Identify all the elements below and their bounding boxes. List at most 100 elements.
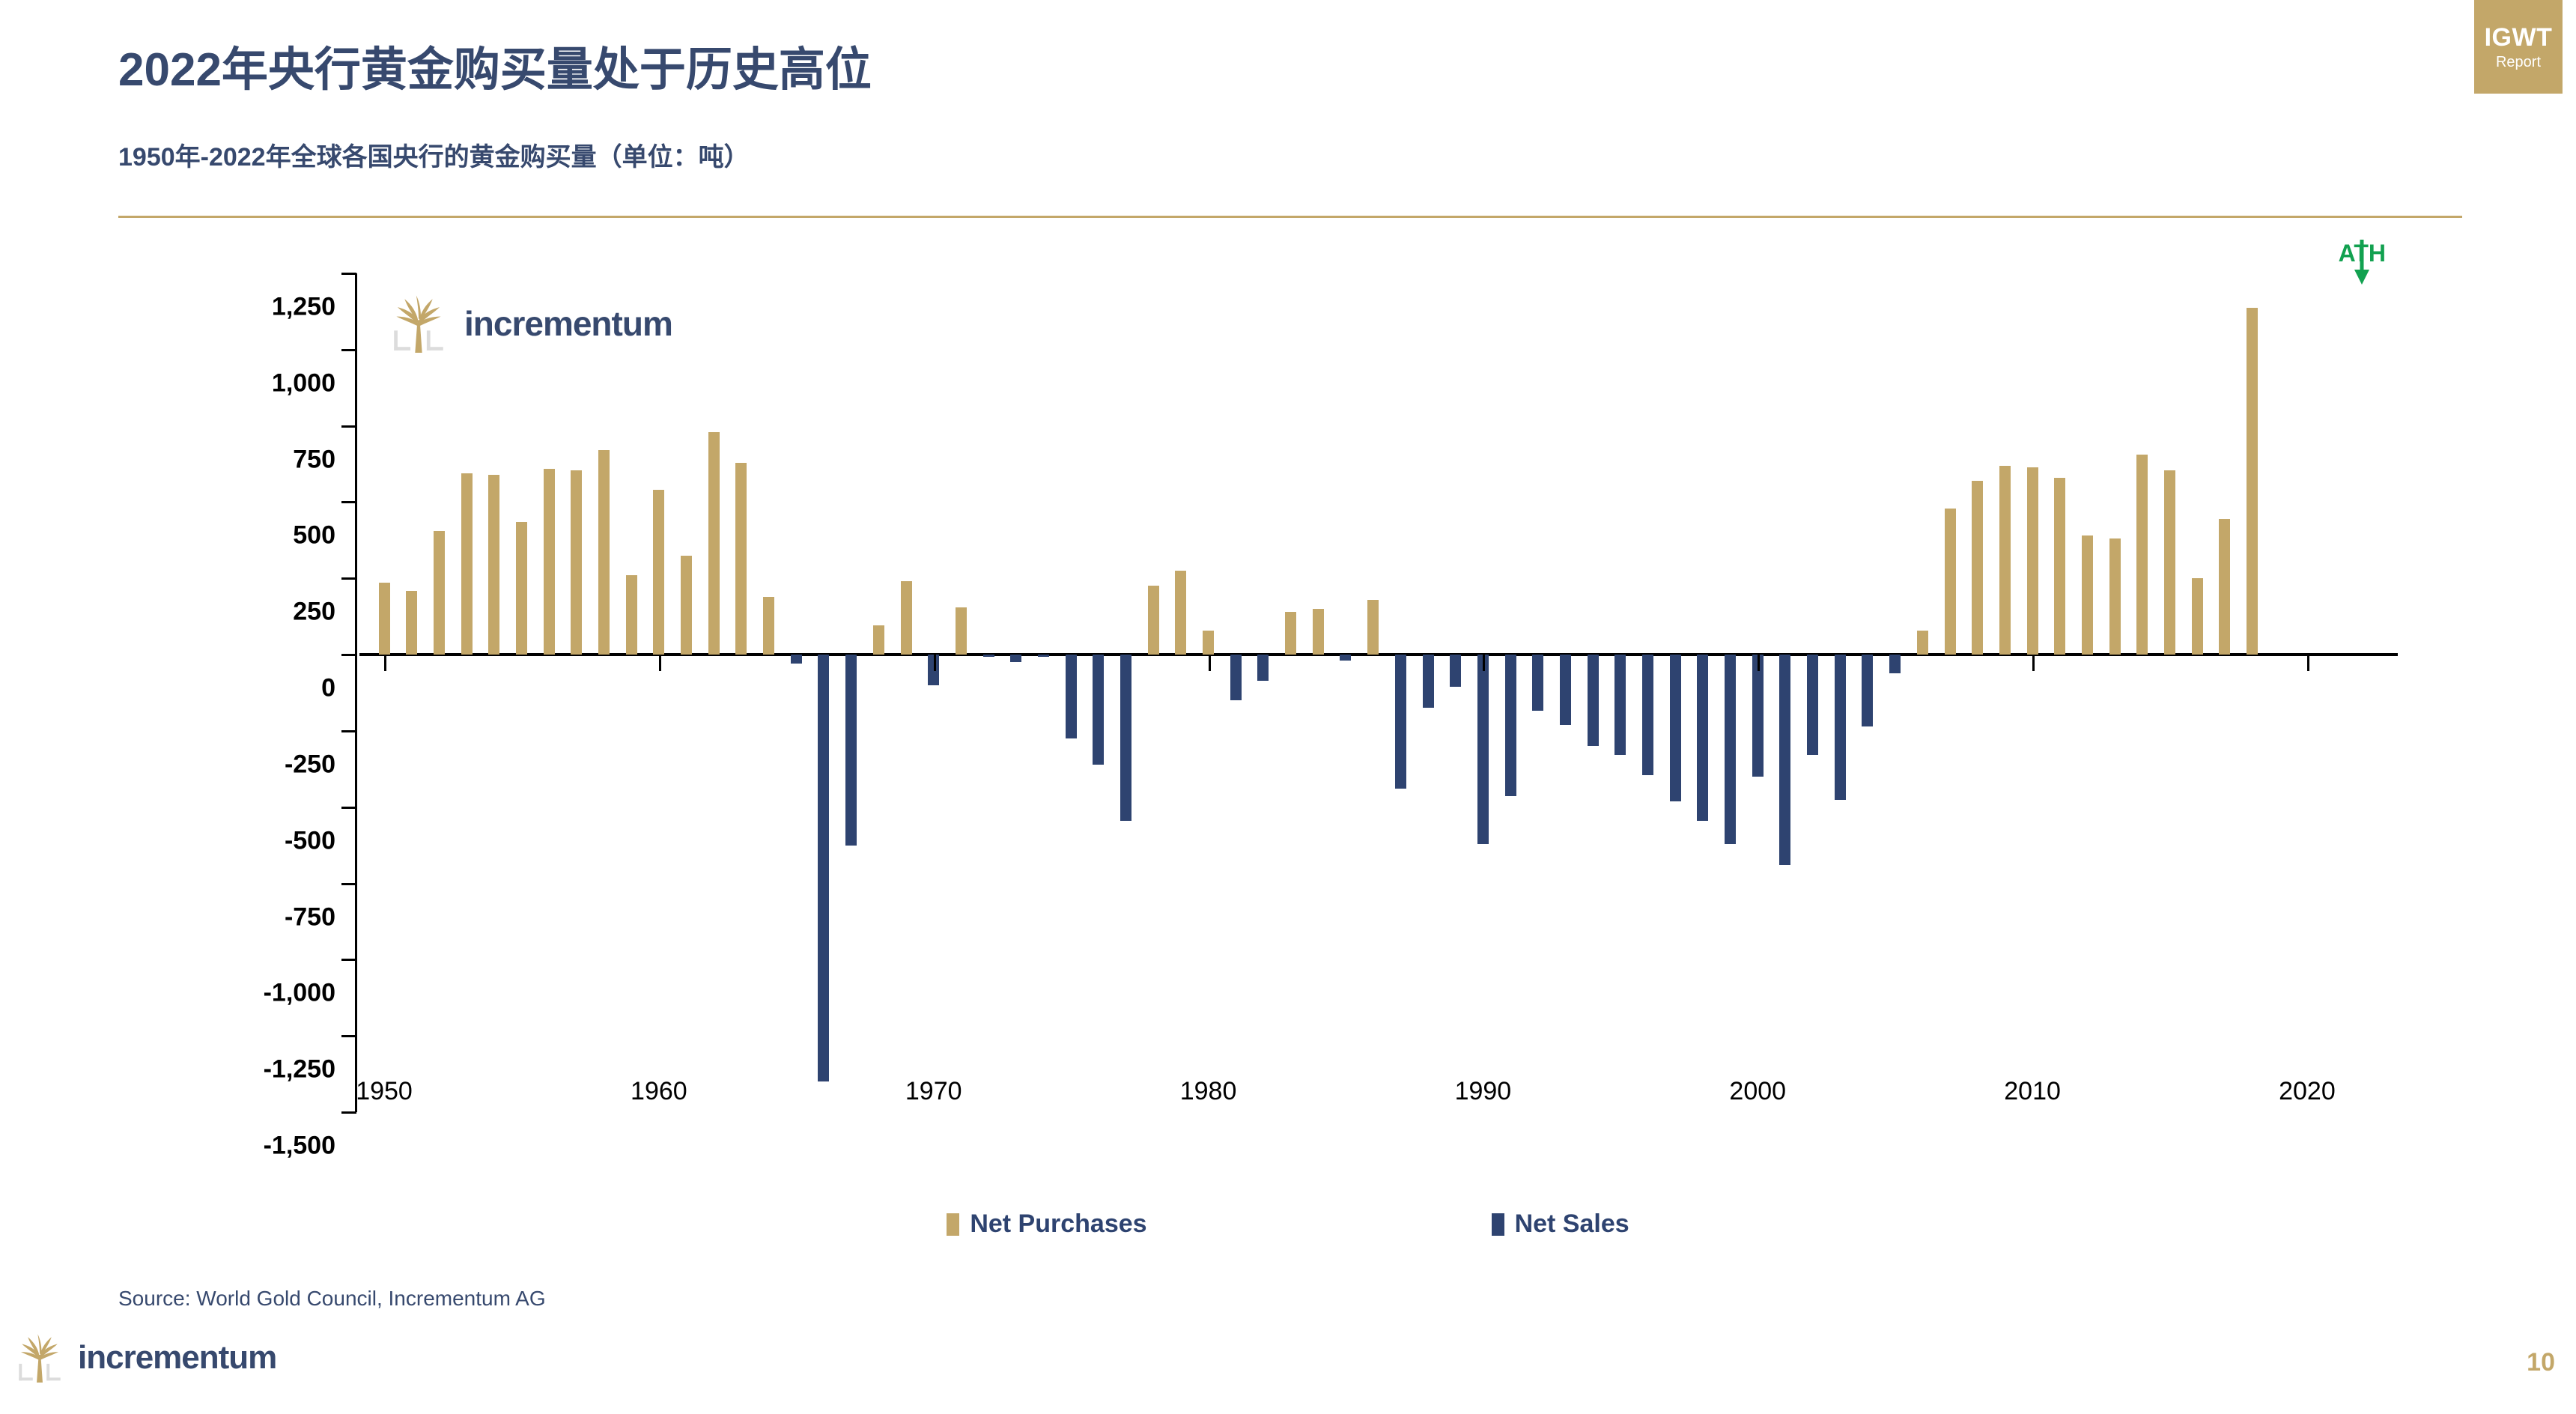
chart-bar (1367, 599, 1379, 655)
y-axis-tick-label: -1,500 (263, 1131, 335, 1160)
x-axis-tick-label: 1990 (1454, 1077, 1512, 1105)
y-axis-tick (341, 1035, 356, 1038)
chart-bar (2164, 470, 2176, 655)
chart-bar (1120, 655, 1131, 822)
chart-bar (653, 490, 665, 655)
y-axis-tick-label: 1,250 (271, 292, 335, 321)
footer-logo: incrementum (15, 1333, 277, 1383)
y-axis-tick (341, 959, 356, 962)
y-axis-tick (341, 501, 356, 504)
chart-bar (378, 583, 390, 655)
chart-bar (2136, 455, 2148, 655)
page-subtitle: 1950年-2022年全球各国央行的黄金购买量（单位：吨） (118, 143, 750, 172)
chart-bar (2219, 518, 2231, 655)
x-axis-tick (1758, 655, 1761, 672)
chart-bar (1450, 655, 1462, 687)
chart-bar (2026, 467, 2038, 655)
chart-bar (1065, 655, 1077, 739)
chart-bar (1285, 612, 1297, 655)
chart-bar (1669, 655, 1681, 801)
x-axis-tick (933, 655, 936, 672)
chart-bar (1916, 630, 1928, 655)
chart-bar (1972, 480, 1984, 655)
chart-bar (1642, 655, 1653, 775)
chart-bar (1944, 508, 1956, 655)
chart-bar (1394, 655, 1406, 789)
incrementum-watermark: incrementum (389, 294, 673, 353)
chart-bar (1037, 655, 1049, 658)
chart-bar (735, 462, 747, 655)
legend-label-net-sales: Net Sales (1514, 1210, 1629, 1238)
x-axis-tick-label: 1980 (1179, 1077, 1237, 1105)
chart-bar (1340, 655, 1352, 661)
chart-bar (433, 531, 445, 655)
igwt-report-badge: IGWT Report (2474, 0, 2563, 94)
chart-bar (1093, 655, 1105, 765)
x-axis-tick (2032, 655, 2035, 672)
chart-bar (1725, 655, 1737, 844)
zero-baseline (359, 653, 2398, 657)
y-axis-tick-label: -750 (284, 902, 335, 932)
chart-bar (1010, 655, 1022, 663)
chart-bar (1889, 655, 1901, 673)
x-axis-tick (1208, 655, 1211, 672)
chart-bar (708, 431, 720, 655)
igwt-badge-title: IGWT (2484, 22, 2553, 52)
chart-bar (2191, 578, 2203, 655)
chart-bar (1559, 655, 1571, 725)
watermark-label: incrementum (464, 304, 673, 343)
chart-bar (406, 590, 418, 655)
chart-bar (955, 607, 967, 655)
y-axis-tick-label: -1,250 (263, 1055, 335, 1084)
chart-bar (818, 655, 830, 1082)
chart-bar (900, 581, 912, 655)
chart-bar (982, 655, 994, 658)
x-axis-tick-label: 2020 (2279, 1077, 2336, 1105)
x-axis-tick (384, 655, 387, 672)
chart-bar (681, 555, 693, 655)
chart-bar (1587, 655, 1599, 747)
chart-bar (625, 575, 637, 655)
chart-bar (571, 470, 583, 655)
page-title: 2022年央行黄金购买量处于历史高位 (118, 44, 872, 96)
chart-bar (598, 450, 610, 655)
y-axis-tick-label: 500 (293, 521, 335, 550)
incrementum-tree-icon (19, 1334, 61, 1383)
legend-swatch-net-purchases (947, 1213, 960, 1236)
x-axis-tick (658, 655, 661, 672)
chart-bar (845, 655, 857, 846)
chart-bar (1999, 465, 2011, 655)
chart-bar (1532, 655, 1544, 711)
chart-legend: Net Purchases Net Sales (0, 1210, 2576, 1239)
y-axis-tick (341, 577, 356, 580)
chart-bar (763, 596, 775, 655)
y-axis-tick-label: 1,000 (271, 368, 335, 398)
footer-brand: incrementum (78, 1339, 277, 1376)
source-note: Source: World Gold Council, Incrementum … (118, 1287, 546, 1310)
y-axis-tick-label: 750 (293, 445, 335, 474)
legend-item-net-sales: Net Sales (1491, 1210, 1629, 1239)
chart-bar (1862, 655, 1874, 726)
y-axis-labels: 1,250 1,000 750 500 250 0 -250 -500 -750 -1,000 -1… (118, 273, 335, 1160)
x-axis-tick-label: 1960 (631, 1077, 687, 1105)
chart-bar (1147, 586, 1159, 655)
y-axis-tick (341, 729, 356, 732)
x-axis-tick (1483, 655, 1486, 672)
ath-arrow-icon (2352, 240, 2372, 290)
chart-bar (1697, 655, 1709, 822)
chart-bar (1752, 655, 1764, 777)
chart-bar (1312, 609, 1324, 655)
y-axis-line (355, 273, 357, 1112)
x-axis-tick-label: 1970 (905, 1077, 962, 1105)
chart-bar (1807, 655, 1819, 756)
chart-container: 1,250 1,000 750 500 250 0 -250 -500 -750 -1,000 -1… (118, 240, 2462, 1160)
legend-label-net-purchases: Net Purchases (970, 1210, 1147, 1238)
chart-bar (488, 474, 500, 655)
plot-area: incrementum (341, 273, 2398, 1114)
chart-bar (1422, 655, 1434, 708)
x-axis-tick-label: 2010 (2004, 1077, 2061, 1105)
chart-bar (1614, 655, 1626, 756)
y-axis-tick-label: -250 (284, 750, 335, 779)
chart-bar (1779, 655, 1791, 866)
chart-bar (2054, 477, 2066, 655)
